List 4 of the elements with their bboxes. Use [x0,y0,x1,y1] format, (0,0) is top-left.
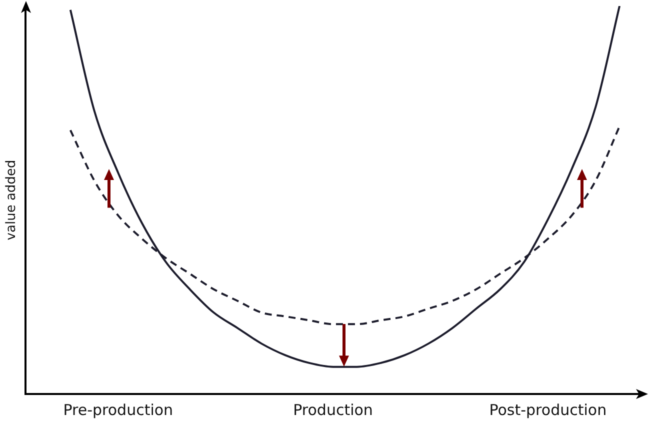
y-axis-title: value added [4,160,20,240]
x-tick-label: Pre-production [63,400,174,419]
x-tick-label: Production [293,400,373,419]
x-tick-label: Post-production [489,400,607,419]
